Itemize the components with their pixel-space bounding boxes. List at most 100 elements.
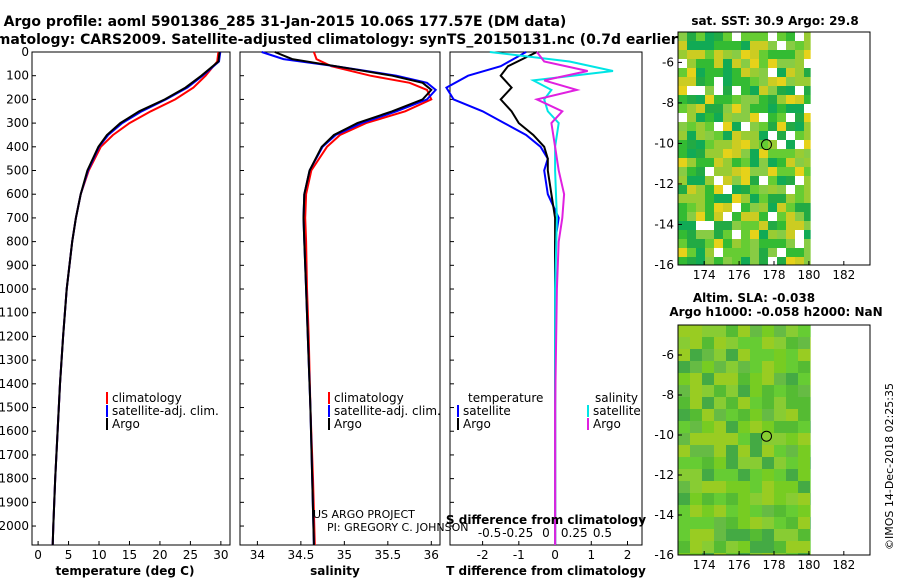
map-cell: [750, 373, 762, 385]
map-cell: [696, 185, 705, 194]
map-cell: [696, 149, 705, 158]
map-cell: [759, 104, 768, 113]
map-cell: [774, 349, 786, 361]
map-cell: [690, 397, 702, 409]
map-cell: [678, 140, 687, 149]
map-cell: [678, 77, 687, 86]
map-cell: [798, 385, 810, 397]
map-cell: [726, 457, 738, 469]
map-cell: [690, 385, 702, 397]
map-cell: [738, 553, 750, 555]
map-cell: [786, 421, 798, 433]
x-tick-label: 34.5: [288, 548, 315, 562]
map-cell: [759, 77, 768, 86]
map-cell: [804, 194, 811, 203]
map-cell: [750, 68, 759, 77]
map-cell: [714, 337, 726, 349]
map-cell: [714, 505, 726, 517]
map-cell: [795, 185, 804, 194]
map-cell: [678, 505, 690, 517]
map-cell: [750, 185, 759, 194]
map-cell: [678, 221, 687, 230]
map-cell: [687, 248, 696, 257]
map-cell: [762, 493, 774, 505]
map-cell: [810, 541, 811, 553]
map-cell: [750, 122, 759, 131]
map-cell: [738, 409, 750, 421]
map-cell: [777, 221, 786, 230]
map-cell: [741, 158, 750, 167]
map-cell: [750, 77, 759, 86]
legend-label-satellite: satellite-adj. clim.: [112, 404, 219, 418]
map-cell: [762, 385, 774, 397]
map-cell: [687, 167, 696, 176]
map-cell: [732, 257, 741, 265]
map-cell: [723, 122, 732, 131]
map-cell: [786, 32, 795, 41]
map-cell: [732, 221, 741, 230]
map-cell: [750, 176, 759, 185]
x-tick-label: 5: [65, 548, 73, 562]
map-cell: [687, 41, 696, 50]
map-cell: [726, 529, 738, 541]
map-cell: [759, 122, 768, 131]
map-cell: [741, 149, 750, 158]
map-cell: [738, 493, 750, 505]
map-cell: [678, 212, 687, 221]
map-cell: [696, 68, 705, 77]
map-cell: [732, 149, 741, 158]
map-cell: [777, 113, 786, 122]
map-cell: [750, 140, 759, 149]
map-cell: [732, 185, 741, 194]
map-cell: [705, 248, 714, 257]
map-cell: [768, 221, 777, 230]
map-cell: [678, 176, 687, 185]
map-cell: [798, 529, 810, 541]
map-cell: [795, 95, 804, 104]
map-cell: [786, 203, 795, 212]
map-cell: [741, 41, 750, 50]
x-tick-label: 30: [213, 548, 228, 562]
map-cell: [705, 41, 714, 50]
map-cell: [798, 517, 810, 529]
map-cell: [786, 409, 798, 421]
map-cell: [774, 529, 786, 541]
map-cell: [678, 122, 687, 131]
map-cell: [741, 221, 750, 230]
map-cell: [741, 248, 750, 257]
map-cell: [774, 373, 786, 385]
map-cell: [714, 230, 723, 239]
map-cell: [678, 337, 690, 349]
map-cell: [726, 325, 738, 337]
map-cell: [804, 248, 811, 257]
map-cell: [714, 167, 723, 176]
y-tick-label: 1600: [0, 424, 29, 438]
map-cell: [759, 68, 768, 77]
map-cell: [810, 433, 811, 445]
map-cell: [723, 230, 732, 239]
map-cell: [726, 349, 738, 361]
map-cell: [786, 505, 798, 517]
map-cell: [732, 167, 741, 176]
x-tick-label: -2: [477, 548, 489, 562]
map-cell: [795, 221, 804, 230]
map-cell: [798, 373, 810, 385]
map-cell: [786, 553, 798, 555]
map-cell: [696, 32, 705, 41]
credits-line-2: PI: GREGORY C. JOHNSON: [327, 521, 468, 534]
map-cell: [774, 493, 786, 505]
map-cell: [732, 248, 741, 257]
legend-salinity-heading: salinity: [595, 391, 638, 405]
map-cell: [750, 95, 759, 104]
map-cell: [786, 50, 795, 59]
salinity-diff-tick-label: 0.25: [561, 526, 588, 540]
map-cell: [768, 167, 777, 176]
map-cell: [714, 409, 726, 421]
map-cell: [741, 86, 750, 95]
map-cell: [726, 361, 738, 373]
map-cell: [804, 113, 811, 122]
map-cell: [702, 325, 714, 337]
map-cell: [750, 325, 762, 337]
map-cell: [762, 553, 774, 555]
title-line-1: Argo profile: aoml 5901386_285 31-Jan-20…: [4, 14, 567, 30]
